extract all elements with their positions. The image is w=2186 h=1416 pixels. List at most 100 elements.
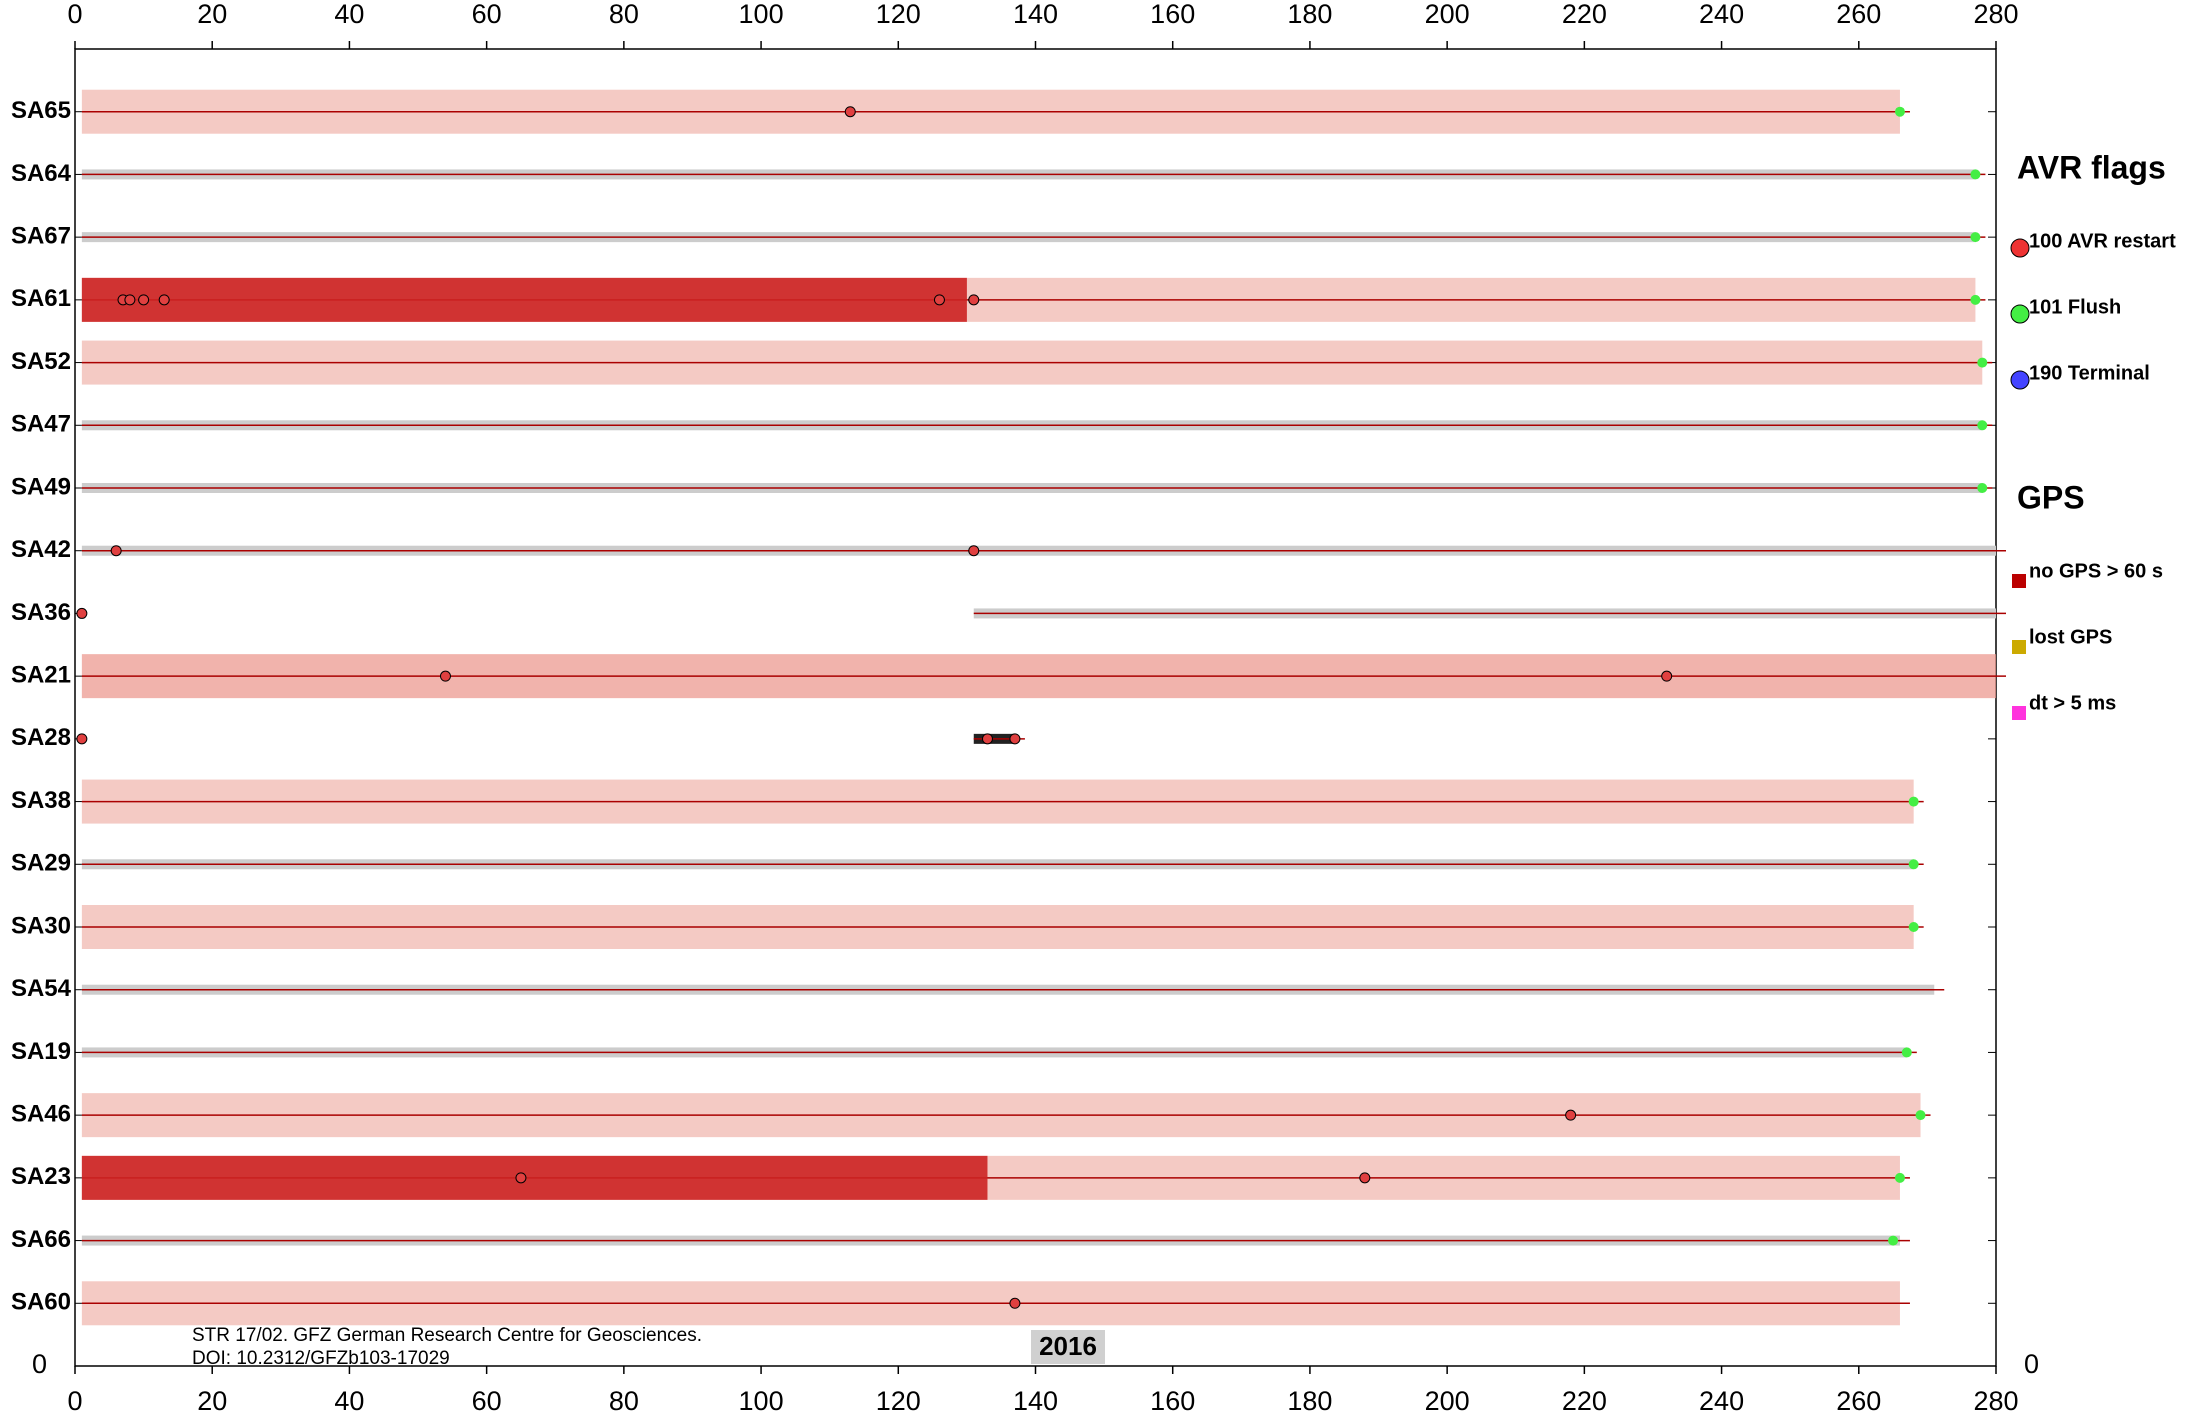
- legend-title: AVR flags: [2017, 149, 2166, 185]
- x-tick-label: 60: [472, 1386, 502, 1416]
- station-label: SA19: [11, 1038, 71, 1065]
- x-tick-label: 280: [1973, 0, 2018, 29]
- station-label: SA54: [11, 975, 72, 1002]
- restart-marker: [968, 545, 980, 557]
- flush-marker: [1977, 357, 1988, 368]
- x-tick-label: 200: [1425, 0, 1470, 29]
- annotation: DOI: 10.2312/GFZb103-17029: [192, 1348, 450, 1369]
- x-tick-label: 100: [739, 1386, 784, 1416]
- station-label: SA30: [11, 912, 71, 939]
- x-tick-label: 40: [334, 1386, 364, 1416]
- legend-label: dt > 5 ms: [2029, 692, 2116, 714]
- x-tick-label: 240: [1699, 1386, 1744, 1416]
- flush-marker: [1970, 294, 1981, 305]
- x-tick-label: 200: [1425, 1386, 1470, 1416]
- x-tick-label: 140: [1013, 0, 1058, 29]
- flush-marker: [1915, 1110, 1926, 1121]
- legend-swatch: [2012, 574, 2026, 588]
- restart-marker: [138, 294, 150, 306]
- station-label: SA23: [11, 1163, 71, 1190]
- restart-marker: [1009, 733, 1021, 745]
- year-box: [1031, 1330, 1105, 1364]
- restart-marker: [1359, 1172, 1371, 1184]
- station-label: SA52: [11, 348, 71, 375]
- station-label: SA67: [11, 222, 71, 249]
- x-tick-label: 100: [739, 0, 784, 29]
- restart-marker: [981, 733, 993, 745]
- x-tick-label: 0: [67, 0, 82, 29]
- x-tick-label: 160: [1150, 0, 1195, 29]
- x-tick-label: 260: [1836, 1386, 1881, 1416]
- x-tick-label: 180: [1287, 0, 1332, 29]
- legend-swatch: [2010, 370, 2030, 390]
- restart-marker: [110, 545, 122, 557]
- station-label: SA49: [11, 473, 71, 500]
- legend-label: lost GPS: [2029, 626, 2112, 648]
- restart-marker: [933, 294, 945, 306]
- x-tick-label: 20: [197, 1386, 227, 1416]
- station-label: SA47: [11, 411, 71, 438]
- year-label: 2016: [1039, 1331, 1097, 1361]
- x-tick-label: 80: [609, 0, 639, 29]
- station-label: SA46: [11, 1100, 71, 1127]
- flush-marker: [1901, 1047, 1912, 1058]
- station-label: SA21: [11, 661, 71, 688]
- annotation: STR 17/02. GFZ German Research Centre fo…: [192, 1325, 702, 1346]
- restart-marker: [124, 294, 136, 306]
- x-tick-label: 40: [334, 0, 364, 29]
- x-tick-label: 140: [1013, 1386, 1058, 1416]
- x-tick-label: 260: [1836, 0, 1881, 29]
- station-label: SA60: [11, 1289, 71, 1316]
- x-tick-label: 160: [1150, 1386, 1195, 1416]
- flush-marker: [1908, 922, 1919, 932]
- x-tick-label: 20: [197, 0, 227, 29]
- flush-marker: [1894, 106, 1905, 117]
- x-tick-label: 280: [1973, 1386, 2018, 1416]
- x-tick-label: 60: [472, 0, 502, 29]
- y-tick-label: 0: [2024, 1349, 2039, 1379]
- legend-swatch: [2010, 238, 2030, 258]
- legend-label: 100 AVR restart: [2029, 230, 2176, 252]
- flush-marker: [1970, 232, 1981, 243]
- restart-marker: [439, 670, 451, 682]
- restart-marker: [158, 294, 170, 306]
- legend-title: GPS: [2017, 479, 2085, 515]
- station-label: SA66: [11, 1226, 71, 1253]
- x-tick-label: 0: [67, 1386, 82, 1416]
- gps-gap-band: [81, 1155, 988, 1200]
- legend-label: no GPS > 60 s: [2029, 560, 2163, 582]
- restart-marker: [76, 733, 88, 745]
- restart-marker: [1661, 670, 1673, 682]
- restart-marker: [844, 106, 856, 118]
- y-tick-label: 0: [32, 1349, 47, 1379]
- x-tick-label: 120: [876, 1386, 921, 1416]
- x-tick-label: 240: [1699, 0, 1744, 29]
- restart-marker: [1009, 1297, 1021, 1309]
- station-label: SA36: [11, 599, 71, 626]
- legend-label: 190 Terminal: [2029, 362, 2150, 384]
- station-label: SA64: [11, 160, 72, 187]
- flush-marker: [1977, 420, 1988, 431]
- x-tick-label: 220: [1562, 0, 1607, 29]
- flush-marker: [1970, 169, 1981, 180]
- flush-marker: [1888, 1235, 1899, 1246]
- x-tick-label: 180: [1287, 1386, 1332, 1416]
- restart-marker: [515, 1172, 527, 1184]
- station-label: SA29: [11, 850, 71, 877]
- restart-marker: [1565, 1109, 1577, 1121]
- legend-swatch: [2010, 304, 2030, 324]
- x-tick-label: 120: [876, 0, 921, 29]
- legend-swatch: [2012, 640, 2026, 654]
- x-tick-label: 220: [1562, 1386, 1607, 1416]
- restart-marker: [968, 294, 980, 306]
- legend-swatch: [2012, 706, 2026, 720]
- flush-marker: [1908, 859, 1919, 870]
- gps-gap-band: [81, 277, 967, 322]
- station-label: SA38: [11, 787, 71, 814]
- legend-label: 101 Flush: [2029, 296, 2121, 318]
- station-label: SA28: [11, 724, 71, 751]
- flush-marker: [1977, 483, 1988, 493]
- station-label: SA65: [11, 97, 71, 124]
- restart-marker: [76, 607, 88, 619]
